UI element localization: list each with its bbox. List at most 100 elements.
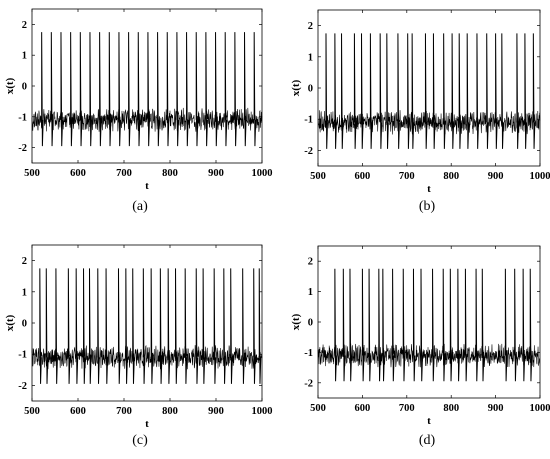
spike xyxy=(75,268,79,384)
x-tick-label: 500 xyxy=(24,168,40,179)
spike xyxy=(397,33,400,149)
panel-label: (c) xyxy=(132,433,148,448)
spike xyxy=(475,268,479,382)
y-tick-label: -2 xyxy=(18,143,27,154)
y-tick-label: 0 xyxy=(308,318,313,329)
chart-panel-d: 500 600 700 800 900 1000 2 1 0 -1 -2 t x(t) (d) xyxy=(290,245,550,448)
spike xyxy=(176,32,179,147)
spike xyxy=(184,268,188,384)
spike xyxy=(334,33,337,149)
spike xyxy=(411,33,415,149)
spike xyxy=(504,268,508,382)
spike xyxy=(50,32,54,147)
spike xyxy=(361,33,364,149)
spike xyxy=(39,268,42,384)
spike xyxy=(392,268,395,382)
spike xyxy=(230,268,233,384)
spike xyxy=(341,33,344,149)
x-tick-label: 1000 xyxy=(252,168,273,179)
baseline-trace xyxy=(31,344,263,370)
spike xyxy=(532,33,536,149)
spike xyxy=(205,32,208,147)
x-tick-label: 600 xyxy=(355,171,371,182)
y-tick-label: 2 xyxy=(308,21,313,32)
x-tick-label: 1000 xyxy=(530,403,550,414)
chart-panel-c: 500 600 700 800 900 1000 2 1 0 -1 -2 t x(t) (c) xyxy=(4,244,273,448)
x-tick-label: 700 xyxy=(116,168,132,179)
spike xyxy=(522,268,526,382)
spike xyxy=(481,268,485,382)
panel-label: (b) xyxy=(419,199,436,214)
x-tick-label: 1000 xyxy=(252,406,273,417)
spike xyxy=(466,33,470,149)
y-tick-label: 2 xyxy=(22,256,27,267)
y-tick-label: 2 xyxy=(22,20,27,31)
spike xyxy=(97,268,100,384)
spike xyxy=(361,268,365,382)
y-axis-label: x(t) xyxy=(290,313,302,330)
plot-frame xyxy=(31,8,263,164)
baseline-trace xyxy=(317,343,541,368)
plot-frame xyxy=(317,9,541,167)
spike xyxy=(516,33,519,149)
y-tick-label: 0 xyxy=(308,84,313,95)
spike xyxy=(334,268,337,382)
spike xyxy=(253,32,257,147)
spike xyxy=(89,268,92,384)
y-tick-label: -2 xyxy=(304,378,313,389)
y-tick-label: -1 xyxy=(18,350,27,361)
x-tick-label: 500 xyxy=(310,403,326,414)
spike xyxy=(242,268,245,384)
y-tick-label: 2 xyxy=(308,257,313,268)
spike xyxy=(83,268,86,384)
spike xyxy=(407,33,410,149)
spike xyxy=(378,268,381,382)
spike xyxy=(142,268,146,384)
spike xyxy=(79,32,83,147)
spike xyxy=(137,32,141,147)
chart-panel-b: 500 600 700 800 900 1000 2 1 0 -1 -2 t x(t) (b) xyxy=(290,9,550,214)
chart-panel-a: 500 600 700 800 900 1000 2 1 0 -1 -2 t x(t) (a) xyxy=(4,8,273,214)
y-tick-label: 1 xyxy=(308,287,313,298)
spike xyxy=(458,33,462,149)
spike xyxy=(368,268,372,382)
spike xyxy=(529,268,533,382)
spike xyxy=(342,268,346,382)
x-tick-label: 600 xyxy=(70,406,86,417)
spike xyxy=(234,32,237,147)
spike xyxy=(166,32,170,147)
x-axis-label: t xyxy=(145,180,149,192)
y-tick-label: 0 xyxy=(22,82,27,93)
spike xyxy=(244,32,247,147)
spike xyxy=(432,268,435,382)
spike xyxy=(159,268,163,384)
x-tick-label: 600 xyxy=(355,403,371,414)
spike xyxy=(382,268,385,382)
spike xyxy=(379,33,383,149)
spike xyxy=(223,268,226,384)
x-tick-label: 500 xyxy=(310,171,326,182)
spike xyxy=(369,33,373,149)
spike xyxy=(118,32,121,147)
spike xyxy=(45,268,49,384)
spike xyxy=(195,268,199,384)
spike xyxy=(464,268,468,382)
spike xyxy=(258,268,262,384)
spike xyxy=(449,268,453,382)
y-tick-label: 0 xyxy=(22,319,27,330)
x-tick-label: 900 xyxy=(208,406,224,417)
x-tick-label: 700 xyxy=(116,406,132,417)
x-axis-label: t xyxy=(427,183,431,195)
spike xyxy=(125,268,128,384)
spike xyxy=(215,32,218,147)
spike xyxy=(99,32,102,147)
spike xyxy=(495,33,498,149)
spike xyxy=(524,33,527,149)
plot-frame xyxy=(31,244,263,402)
spike xyxy=(501,33,504,149)
spike xyxy=(55,268,58,384)
spike xyxy=(128,32,131,147)
spike xyxy=(132,268,135,384)
spike xyxy=(175,268,178,384)
